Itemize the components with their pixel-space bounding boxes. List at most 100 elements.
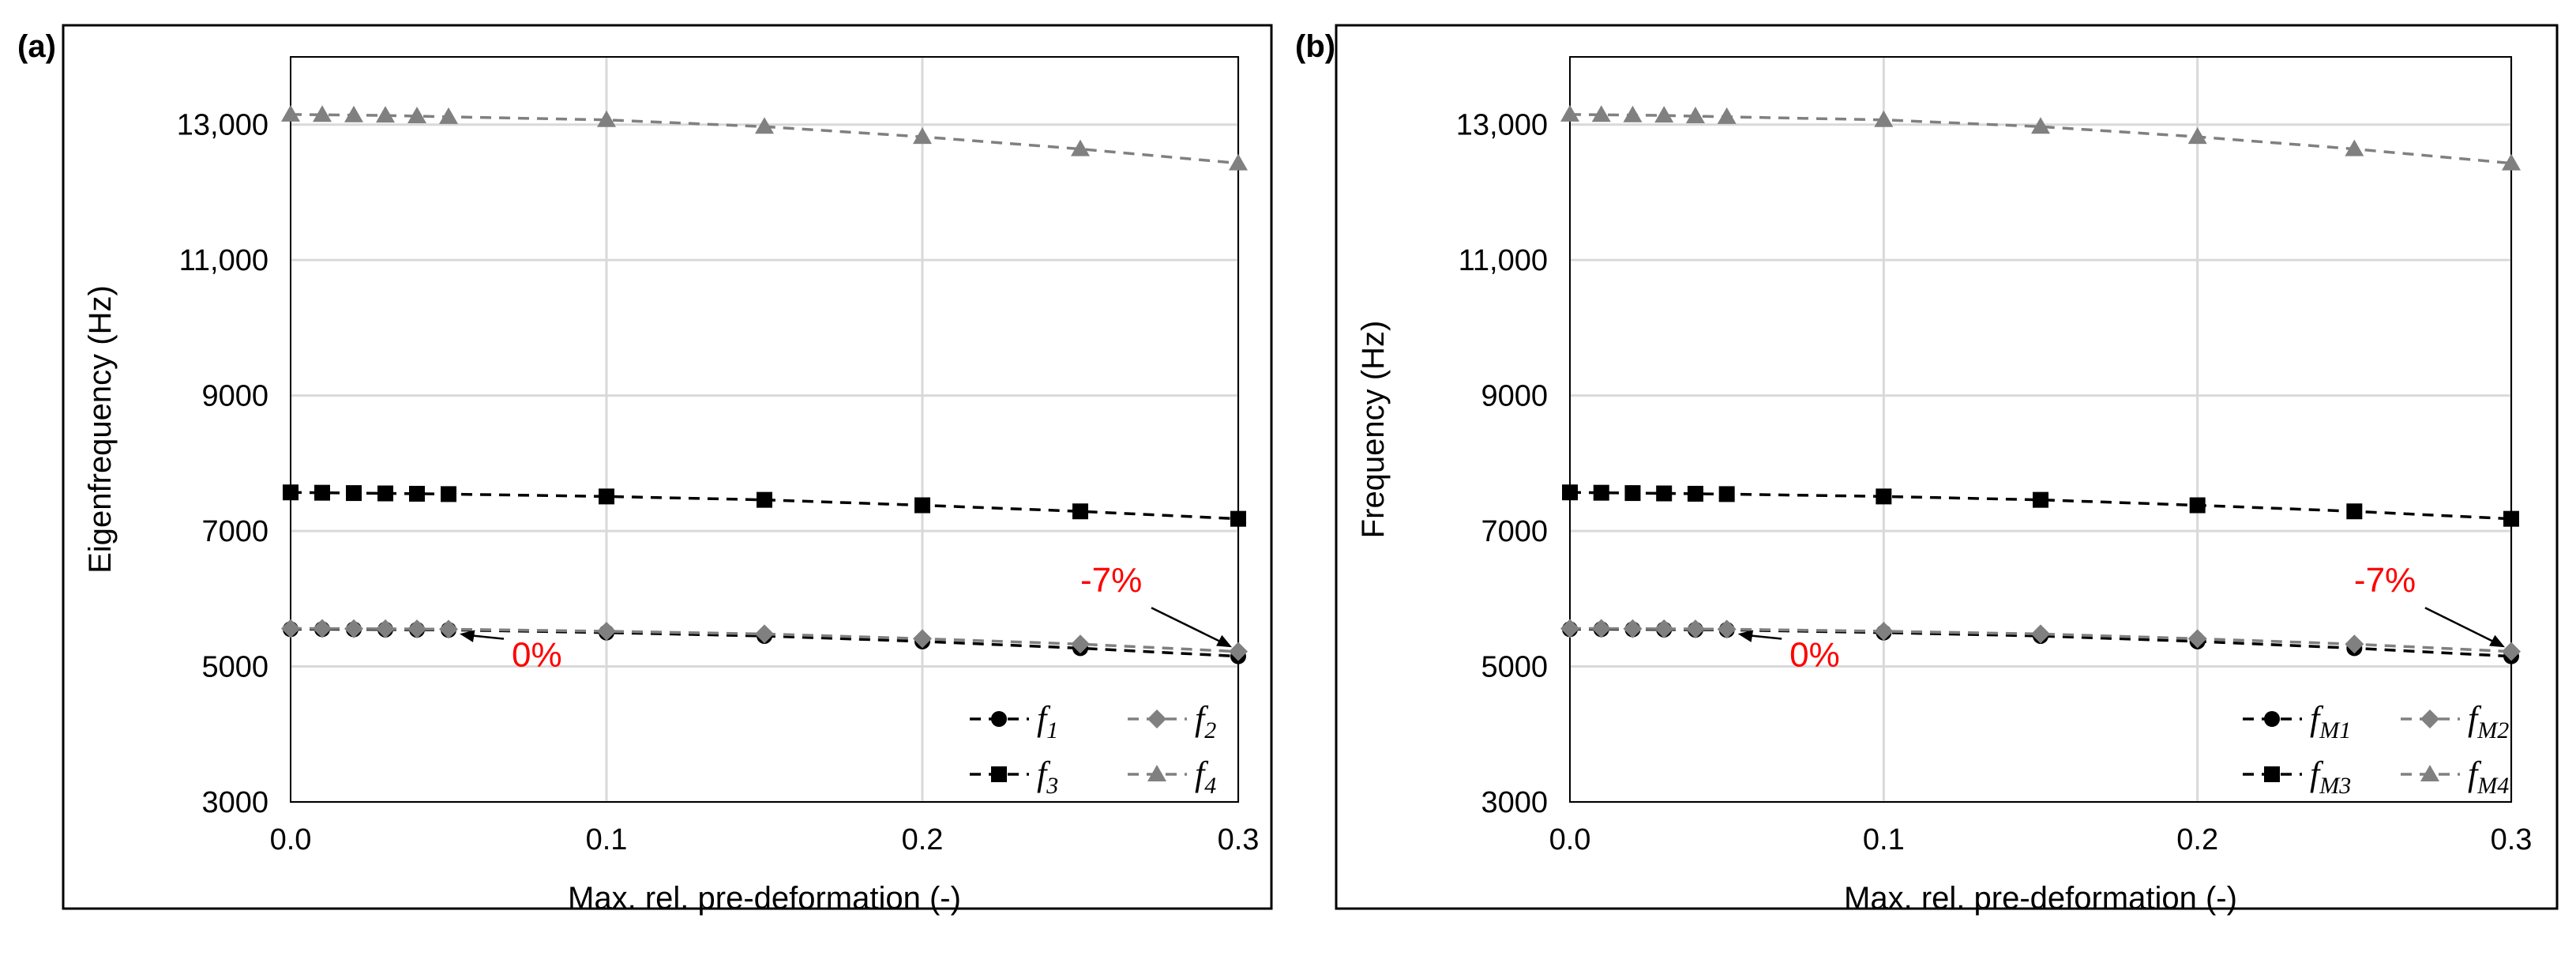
data-point <box>1656 485 1673 502</box>
legend-label: f3 <box>1037 755 1058 799</box>
data-point <box>1623 619 1643 638</box>
data-point <box>1687 485 1703 502</box>
x-tick-label: 0.3 <box>2491 823 2533 856</box>
x-tick-label: 0.3 <box>1218 823 1260 856</box>
data-point <box>2187 127 2207 145</box>
data-point <box>2502 153 2521 171</box>
legend-item: f2 <box>1128 699 1216 743</box>
data-point <box>1229 642 1248 661</box>
plot-area-border <box>290 56 1239 803</box>
data-point <box>407 107 426 124</box>
legend-subscript: M2 <box>2476 717 2509 743</box>
y-tick-label: 3000 <box>201 786 268 819</box>
x-tick-label: 0.0 <box>270 823 312 856</box>
annotation: 0% <box>1737 630 1840 675</box>
data-point <box>2033 491 2048 508</box>
legend-marker <box>2420 765 2439 781</box>
data-point <box>1874 110 1894 127</box>
data-point <box>1593 484 1609 501</box>
data-point <box>2502 642 2521 661</box>
data-point <box>346 485 362 502</box>
data-point <box>1717 107 1737 124</box>
panel-frame <box>62 24 1273 910</box>
data-point <box>376 619 395 638</box>
legend-marker <box>1147 709 1166 728</box>
data-point <box>597 110 616 127</box>
y-axis-title: Frequency (Hz) <box>1356 321 1391 539</box>
panel-label: (b) <box>1295 29 1335 64</box>
data-point <box>314 484 330 501</box>
data-point <box>1685 619 1705 639</box>
data-point <box>439 107 458 124</box>
legend-label: f2 <box>1195 699 1216 743</box>
data-point <box>1071 139 1090 156</box>
data-point <box>2345 139 2364 156</box>
legend-item: fM2 <box>2401 699 2509 743</box>
y-tick-label: 11,000 <box>1459 244 1548 277</box>
data-point <box>1072 503 1088 520</box>
panel-frame <box>1335 24 2559 910</box>
data-point <box>757 491 772 508</box>
y-axis-title: Eigenfrequency (Hz) <box>83 285 118 574</box>
y-tick-label: 9000 <box>201 380 268 413</box>
x-tick-label: 0.1 <box>1863 823 1905 856</box>
chart-panel-1: 0.0 0.1 0.2 0.3 3000 5000 7000 9000 11,000 13,000… <box>17 24 1273 916</box>
series-f2 <box>281 619 1248 661</box>
data-point <box>2345 634 2364 654</box>
annotation: -7% <box>1080 561 1232 648</box>
series-f4 <box>281 104 1248 171</box>
data-point <box>1623 105 1643 122</box>
data-point <box>1560 619 1579 638</box>
data-point <box>1071 634 1090 654</box>
annotation: -7% <box>2354 561 2505 648</box>
data-point <box>914 497 930 514</box>
x-tick-label: 0.2 <box>2176 823 2218 856</box>
y-tick-label: 5000 <box>1481 651 1548 684</box>
data-point <box>1717 619 1737 639</box>
legend-marker <box>991 711 1007 727</box>
legend-marker <box>2264 711 2280 727</box>
data-point <box>2189 497 2206 514</box>
legend-label: fM2 <box>2468 699 2509 743</box>
y-tick-label: 11,000 <box>179 244 268 277</box>
data-point <box>1560 104 1579 122</box>
legend-marker <box>1147 765 1166 781</box>
annotation: 0% <box>460 630 562 675</box>
data-point <box>1685 107 1705 124</box>
data-point <box>407 619 426 639</box>
data-point <box>1654 619 1674 638</box>
y-tick-label: 9000 <box>1481 380 1548 413</box>
data-point <box>283 484 299 501</box>
data-point <box>2031 624 2050 644</box>
data-point <box>313 105 332 122</box>
chart-panel-2: 0.0 0.1 0.2 0.3 3000 5000 7000 9000 11,000 13,000… <box>1295 24 2559 916</box>
annotation-arrowhead <box>1737 630 1754 642</box>
data-point <box>1230 510 1246 527</box>
data-point <box>409 485 425 502</box>
panel-label: (a) <box>17 29 56 64</box>
annotation-label: 0% <box>1789 636 1840 675</box>
legend-subscript: 2 <box>1204 717 1216 743</box>
data-point <box>913 127 932 145</box>
x-axis-title: Max. rel. pre-deformation (-) <box>1844 881 2237 916</box>
data-point <box>1876 488 1892 505</box>
data-point <box>913 629 932 649</box>
legend-subscript: 1 <box>1046 717 1058 743</box>
data-point <box>2503 510 2519 527</box>
data-point <box>1591 619 1611 638</box>
legend-marker <box>991 766 1007 782</box>
annotation-arrowhead <box>460 630 475 642</box>
y-tick-label: 13,000 <box>1456 109 1548 142</box>
data-point <box>1591 105 1611 122</box>
data-point <box>281 619 300 638</box>
legend-marker <box>2420 709 2439 728</box>
data-point <box>1874 621 1894 641</box>
plot-area-border <box>1569 56 2512 803</box>
data-point <box>1562 484 1578 501</box>
annotation-arrowhead <box>1216 634 1232 648</box>
data-point <box>344 619 363 638</box>
data-point <box>1718 486 1735 502</box>
x-tick-label: 0.0 <box>1549 823 1591 856</box>
annotation-label: 0% <box>512 636 562 675</box>
